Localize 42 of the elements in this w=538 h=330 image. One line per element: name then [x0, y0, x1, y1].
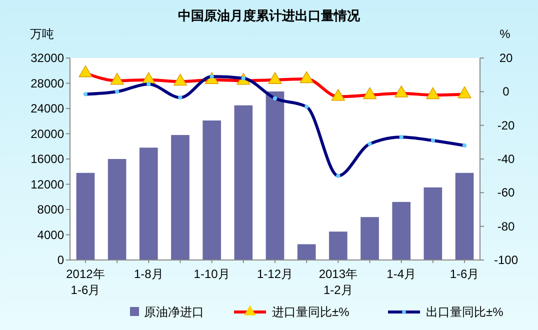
y2-tick-label: -20	[497, 118, 515, 132]
y-axis-title: 万吨	[30, 27, 54, 41]
bar	[297, 244, 316, 260]
bar	[139, 148, 158, 260]
x-tick-label: 1-12月	[256, 267, 294, 281]
y2-tick-label: 0	[502, 84, 510, 99]
bar	[424, 187, 442, 260]
y-tick-label: 20000	[30, 126, 64, 141]
legend-label: 原油净进口	[144, 305, 204, 319]
x-tick-label: 2012年 1-6月	[66, 267, 105, 297]
bar	[360, 217, 379, 260]
y-tick-label: 16000	[30, 152, 64, 166]
legend-label: 进口量同比±%	[272, 305, 350, 319]
y-tick-label: 24000	[30, 102, 64, 116]
bar	[329, 232, 348, 260]
y-tick-label: 28000	[30, 76, 64, 90]
y2-tick-label: 20	[499, 51, 513, 65]
bar	[108, 159, 126, 260]
legend-label: 出口量同比±%	[426, 305, 504, 319]
bar	[202, 120, 221, 260]
y2-axis-title: %	[500, 27, 511, 41]
y-tick-label: 32000	[30, 51, 64, 65]
x-tick-label: 1-8月	[134, 267, 164, 281]
bar	[76, 172, 95, 260]
x-tick-label: 1-10月	[194, 267, 230, 281]
y-tick-label: 8000	[37, 202, 64, 216]
x-tick-label: 1-6月	[450, 267, 480, 281]
y2-tick-label: -40	[497, 152, 515, 166]
bar	[171, 135, 190, 260]
bar	[455, 172, 474, 260]
y-tick-label: 0	[57, 253, 64, 267]
bar	[234, 105, 253, 260]
x-tick-label: 1-4月	[386, 267, 416, 281]
y2-tick-label: -60	[497, 186, 515, 200]
y2-tick-label: -80	[497, 219, 515, 234]
y-tick-label: 12000	[30, 177, 64, 192]
y2-tick-label: -100	[494, 253, 518, 267]
chart-title: 中国原油月度累计进出口量情况	[178, 8, 361, 23]
y-tick-label: 4000	[37, 228, 64, 242]
x-tick-label: 2013年 1-2月	[318, 267, 358, 297]
bar	[266, 91, 284, 260]
bar	[392, 202, 411, 260]
